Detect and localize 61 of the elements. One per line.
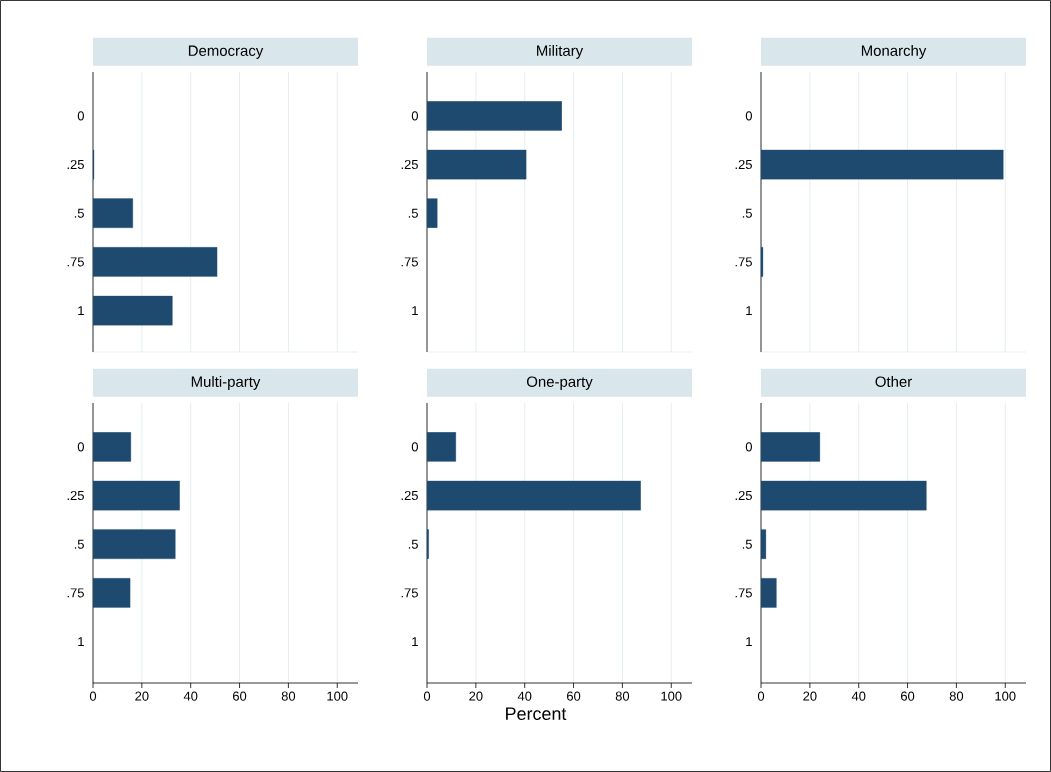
- bar: [761, 529, 767, 559]
- y-tick-label: .5: [74, 208, 84, 218]
- y-tick-label: 1: [746, 637, 752, 647]
- y-tick-label: 1: [412, 306, 418, 316]
- y-tick-label: .75: [735, 257, 752, 267]
- y-tick-label: .75: [67, 257, 84, 267]
- bar: [427, 480, 641, 511]
- x-tick-label: 80: [949, 691, 964, 701]
- x-tick-label: 20: [803, 691, 817, 701]
- chart-title: One-party: [526, 376, 593, 390]
- chart-title: Multi-party: [191, 375, 261, 390]
- x-tick-label: 20: [469, 691, 483, 701]
- bar: [761, 432, 821, 462]
- x-tick-label: 80: [281, 691, 296, 701]
- chart-title: Monarchy: [861, 44, 927, 59]
- bar: [427, 432, 456, 462]
- chart-title: Other: [875, 375, 912, 387]
- y-tick-label: .75: [401, 588, 418, 598]
- y-tick-label: .25: [67, 159, 84, 170]
- x-tick-label: 80: [615, 691, 630, 701]
- chart-title: Military: [537, 44, 584, 59]
- x-tick-label: 0: [423, 691, 431, 701]
- y-tick-label: 1: [746, 306, 752, 316]
- y-tick-label: 1: [78, 637, 84, 647]
- x-tick-label: 100: [661, 691, 682, 701]
- x-tick-label: 0: [757, 691, 765, 701]
- y-tick-label: 0: [411, 442, 418, 452]
- y-tick-label: .5: [408, 208, 418, 218]
- y-tick-label: .75: [67, 588, 84, 598]
- x-tick-label: 20: [135, 691, 149, 701]
- x-tick-label: 60: [901, 691, 915, 701]
- y-tick-label: .25: [735, 159, 752, 170]
- x-axis-title: Percent: [506, 707, 567, 721]
- y-tick-label: 0: [77, 442, 84, 452]
- y-tick-label: .25: [735, 490, 752, 501]
- y-tick-label: .25: [67, 490, 84, 501]
- y-tick-label: .25: [401, 490, 418, 501]
- bar: [761, 480, 927, 511]
- x-tick-label: 60: [567, 691, 581, 701]
- y-tick-label: 1: [412, 637, 418, 647]
- y-tick-label: .25: [401, 159, 418, 170]
- x-tick-label: 0: [89, 691, 97, 701]
- bar: [761, 578, 777, 608]
- y-tick-label: 0: [77, 111, 84, 121]
- y-tick-label: 1: [78, 306, 84, 316]
- y-tick-label: .5: [742, 208, 752, 218]
- x-tick-label: 100: [995, 691, 1016, 701]
- x-tick-label: 40: [517, 691, 532, 701]
- y-tick-label: .75: [735, 588, 752, 598]
- y-tick-label: .5: [742, 539, 752, 549]
- x-tick-label: 60: [233, 691, 247, 701]
- y-tick-label: .5: [74, 539, 84, 549]
- y-tick-label: 0: [411, 111, 418, 121]
- y-tick-label: .75: [401, 257, 418, 267]
- y-tick-label: 0: [745, 111, 752, 121]
- x-tick-label: 40: [183, 691, 198, 701]
- x-tick-label: 100: [327, 691, 348, 701]
- x-tick-label: 40: [851, 691, 866, 701]
- y-tick-label: .5: [408, 539, 418, 549]
- chart-title: Democracy: [188, 45, 264, 59]
- y-tick-label: 0: [745, 442, 752, 452]
